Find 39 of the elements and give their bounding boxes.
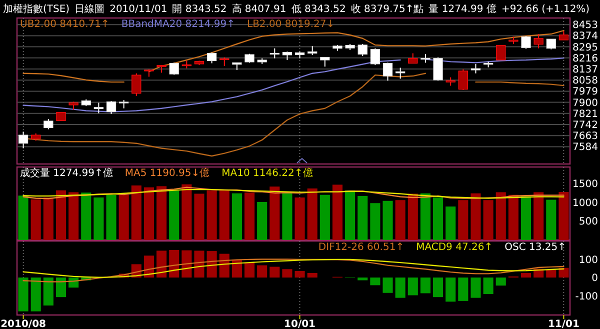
series-label: MA5 1190.95↓億 [124,168,210,179]
text: BBandMA20 8214.99↑ [121,19,235,30]
y-tick-label: 7900 [572,98,598,109]
y-tick-label: 0 [592,273,598,284]
text: 高 8407.91 [232,3,286,16]
text: LB2.00 8019.27↓ [247,19,335,30]
y-tick-label: 7663 [572,131,598,142]
y-tick-label: -100 [575,291,598,302]
y-tick-label: 7584 [572,142,598,154]
text: UB2.00 8410.71↑ [20,19,110,30]
y-tick-label: 8137 [572,64,598,76]
y-tick-label: 8295 [572,42,598,54]
text: +92.66 (+1.12%) [501,3,590,16]
x-tick-label: 11/01 [548,319,580,329]
text: 低 8343.52 [291,3,346,16]
text: 開 8343.52 [172,3,227,16]
y-tick-label: 100 [578,254,598,266]
y-tick-label: 8058 [572,76,598,87]
y-tick-label: 1000 [572,198,598,209]
y-tick-label: 8216 [572,53,598,64]
chart-title: 加權指數(TSE) [3,3,70,16]
series-label: MACD9 47.26↑ [416,242,493,253]
y-tick-label: 7742 [572,120,598,132]
series-label: OSC 13.25↑ [504,242,566,253]
x-tick-label: 10/01 [284,319,316,329]
y-tick-label: 7979 [572,86,598,98]
y-tick-label: 7821 [572,108,598,120]
series-label: 成交量 1274.99↑億 [20,168,113,179]
series-label: DIF12-26 60.51↑ [318,242,404,253]
y-tick-label: 1500 [572,179,598,190]
x-tick-label: 2010/08 [0,319,46,329]
series-label: MA10 1146.22↑億 [222,168,313,179]
y-tick-label: 500 [578,216,598,228]
text: 量 1274.99 億 [428,3,496,16]
text: 2010/11/01 [110,3,168,16]
chart-subtitle: 日線圖 [74,3,105,16]
text: 收 8379.75↑點 [350,3,424,16]
y-tick-label: 8374 [572,31,598,42]
y-tick-label: 8453 [572,20,598,32]
